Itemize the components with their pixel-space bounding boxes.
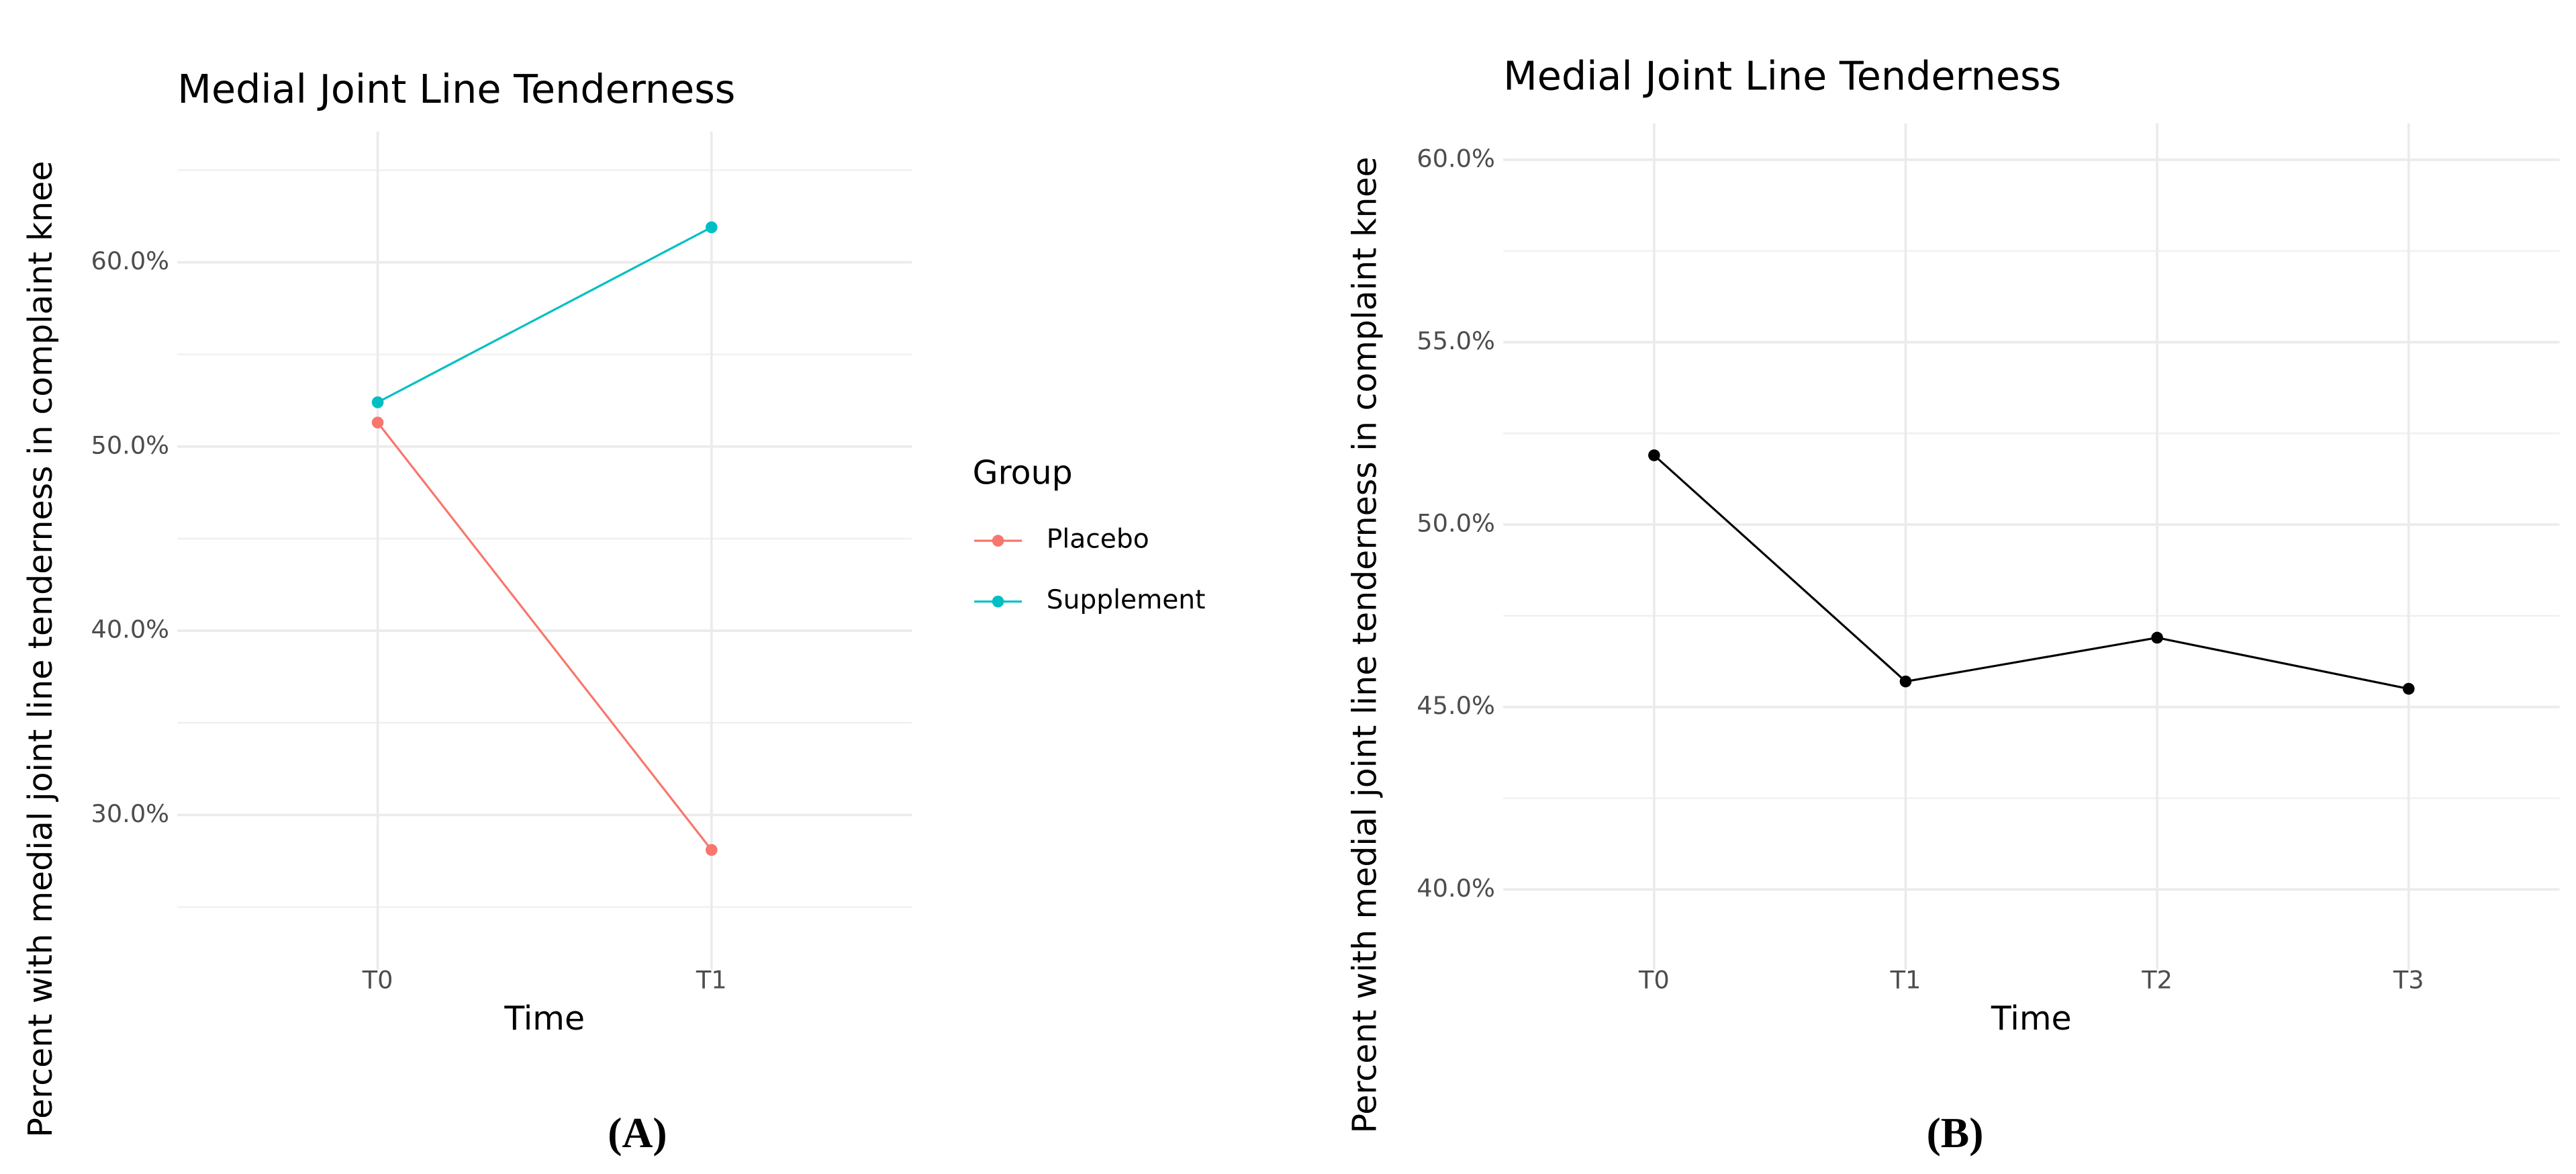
y-axis-title: Percent with medial joint line tendernes… xyxy=(1345,156,1384,1133)
point xyxy=(2402,682,2415,695)
y-tick-label: 30.0% xyxy=(91,799,169,828)
y-axis-title: Percent with medial joint line tendernes… xyxy=(21,161,60,1138)
y-tick-label: 60.0% xyxy=(1417,144,1495,173)
x-tick-label: T0 xyxy=(1638,965,1670,994)
point xyxy=(705,844,718,856)
x-tick-label: T2 xyxy=(2141,965,2173,994)
point xyxy=(2151,631,2163,644)
y-tick-label: 40.0% xyxy=(91,615,169,644)
legend-swatch-point xyxy=(992,595,1004,608)
y-tick-label: 60.0% xyxy=(91,246,169,275)
point xyxy=(1899,675,1912,688)
y-tick-label: 50.0% xyxy=(91,431,169,459)
point xyxy=(1648,449,1660,461)
x-tick-label: T1 xyxy=(696,965,727,994)
x-axis-title: Time xyxy=(1991,999,2072,1038)
point xyxy=(371,416,384,428)
x-tick-label: T1 xyxy=(1890,965,1921,994)
y-tick-label: 45.0% xyxy=(1417,691,1495,720)
point xyxy=(371,396,384,408)
x-tick-label: T0 xyxy=(362,965,393,994)
y-tick-label: 50.0% xyxy=(1417,509,1495,538)
line xyxy=(377,226,712,404)
legend-swatch-point xyxy=(992,535,1004,547)
y-tick-label: 40.0% xyxy=(1417,874,1495,903)
line xyxy=(1653,454,2410,690)
y-tick-label: 55.0% xyxy=(1417,326,1495,355)
line xyxy=(377,422,713,851)
chart-title: Medial Joint Line Tenderness xyxy=(1503,53,2061,99)
legend-label: Placebo xyxy=(1047,525,1149,555)
panel-label: (B) xyxy=(1927,1109,1984,1157)
legend-label: Supplement xyxy=(1047,585,1206,615)
legend-title: Group xyxy=(973,454,1073,492)
panel-label: (A) xyxy=(608,1109,667,1157)
point xyxy=(705,221,718,234)
x-tick-label: T3 xyxy=(2393,965,2424,994)
chart-title: Medial Joint Line Tenderness xyxy=(177,66,735,112)
x-axis-title: Time xyxy=(504,999,585,1038)
